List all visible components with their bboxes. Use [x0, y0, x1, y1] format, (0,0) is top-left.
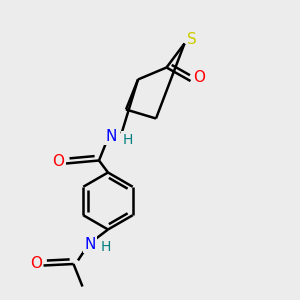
Text: S: S: [187, 32, 197, 47]
Text: H: H: [101, 240, 111, 254]
Text: O: O: [52, 154, 64, 169]
Text: H: H: [122, 133, 133, 146]
Text: O: O: [30, 256, 42, 272]
Text: N: N: [84, 237, 96, 252]
Text: N: N: [105, 129, 117, 144]
Text: O: O: [193, 70, 205, 86]
